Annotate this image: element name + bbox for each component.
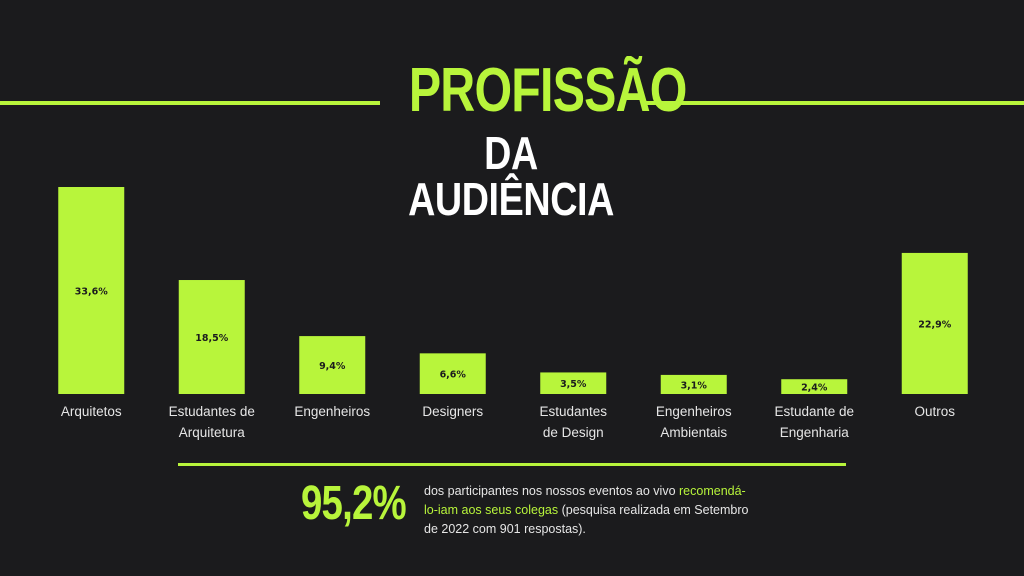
category-label: Arquitetura [179,425,246,440]
data-label: 6,6% [440,370,467,381]
category-label: Arquitetos [61,404,122,419]
title-divider-left [0,101,380,105]
data-label: 3,5% [560,379,587,390]
bar [178,280,245,394]
data-label: 18,5% [195,333,228,344]
bar [299,336,366,394]
bar [540,372,607,394]
stat-description-note: (pesquisa realizada em Setembro de 2022 … [424,503,749,536]
data-label: 2,4% [801,383,828,394]
bar [901,252,968,394]
category-label: Engenheiros [294,404,370,419]
stat-description-text: dos participantes nos nossos eventos ao … [424,484,680,498]
bar-chart: 33,6% Arquitetos 18,5% Estudantes de Arquite… [58,187,968,440]
category-label: Outros [914,404,955,419]
stat-value: 95,2% [301,477,407,530]
category-label: Engenharia [780,425,850,440]
category-label: Designers [422,404,483,419]
data-label: 33,6% [75,287,108,298]
data-label: 3,1% [681,380,708,391]
data-label: 9,4% [319,361,346,372]
category-label: Estudantes [539,404,607,419]
category-label: Engenheiros [656,404,732,419]
category-label: Ambientais [660,425,727,440]
bar [419,353,486,394]
footer-divider [178,463,846,466]
bar [660,374,727,394]
data-label: 22,9% [918,319,951,330]
category-label: Estudantes de [169,404,255,419]
bar [781,379,848,394]
category-label: Estudante de [774,404,854,419]
page-title-line-2: DA AUDIÊNCIA [408,127,614,225]
stat-description: dos participantes nos nossos eventos ao … [424,482,754,539]
title-divider-right [642,101,1024,105]
category-label: de Design [543,425,604,440]
stat-description-highlight: recomendá-lo-iam aos seus colegas [424,484,746,517]
bar [58,187,125,394]
